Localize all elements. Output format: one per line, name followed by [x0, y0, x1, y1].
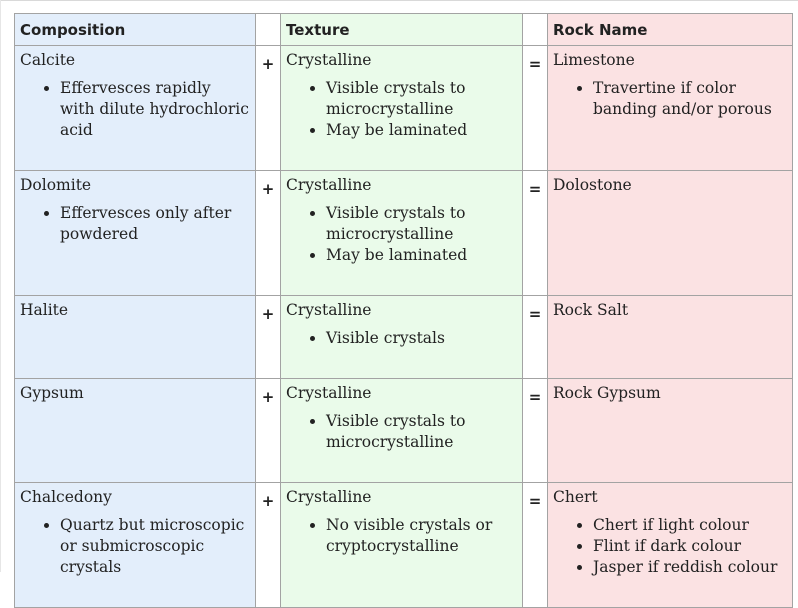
texture-notes: Visible crystals to microcrystalline May…: [286, 203, 517, 266]
table-row: Gypsum + Crystalline Visible crystals to…: [14, 378, 793, 483]
top-border: [0, 0, 798, 1]
texture-cell: Crystalline No visible crystals or crypt…: [280, 482, 523, 608]
composition-cell: Chalcedony Quartz but microscopic or sub…: [14, 482, 256, 608]
list-item: No visible crystals or cryptocrystalline: [326, 515, 517, 557]
list-item: Effervesces rapidly with dilute hydrochl…: [60, 78, 250, 141]
plus-operator: +: [255, 295, 281, 379]
rock-name-cell: Rock Gypsum: [547, 378, 793, 483]
list-item: Travertine if color banding and/or porou…: [593, 78, 787, 120]
operator-header-empty: [255, 13, 281, 46]
table-row: Halite + Crystalline Visible crystals = …: [14, 295, 793, 379]
list-item: Visible crystals to microcrystalline: [326, 78, 517, 120]
texture-name: Crystalline: [286, 51, 372, 69]
equals-operator: =: [522, 378, 548, 483]
list-item: Visible crystals to microcrystalline: [326, 203, 517, 245]
composition-name: Calcite: [20, 51, 76, 69]
texture-notes: Visible crystals to microcrystalline May…: [286, 78, 517, 141]
rock-name: Limestone: [553, 51, 635, 69]
rock-name-cell: Limestone Travertine if color banding an…: [547, 45, 793, 171]
list-item: Quartz but microscopic or submicroscopic…: [60, 515, 250, 578]
composition-name: Gypsum: [20, 384, 84, 402]
list-item: Visible crystals: [326, 328, 517, 349]
composition-name: Dolomite: [20, 176, 92, 194]
texture-header: Texture: [280, 13, 523, 46]
composition-cell: Gypsum: [14, 378, 256, 483]
texture-notes: Visible crystals to microcrystalline: [286, 411, 517, 453]
list-item: Effervesces only after powdered: [60, 203, 250, 245]
composition-cell: Dolomite Effervesces only after powdered: [14, 170, 256, 296]
list-item: Flint if dark colour: [593, 536, 787, 557]
composition-notes: Effervesces rapidly with dilute hydrochl…: [20, 78, 250, 141]
equals-operator: =: [522, 170, 548, 296]
texture-cell: Crystalline Visible crystals to microcry…: [280, 378, 523, 483]
rock-notes: Travertine if color banding and/or porou…: [553, 78, 787, 120]
equals-operator: =: [522, 482, 548, 608]
rock-notes: Chert if light colour Flint if dark colo…: [553, 515, 787, 578]
texture-cell: Crystalline Visible crystals: [280, 295, 523, 379]
plus-operator: +: [255, 45, 281, 171]
rock-name-cell: Chert Chert if light colour Flint if dar…: [547, 482, 793, 608]
table-row: Calcite Effervesces rapidly with dilute …: [14, 45, 793, 171]
composition-notes: Effervesces only after powdered: [20, 203, 250, 245]
texture-name: Crystalline: [286, 488, 372, 506]
texture-name: Crystalline: [286, 384, 372, 402]
plus-operator: +: [255, 482, 281, 608]
texture-notes: No visible crystals or cryptocrystalline: [286, 515, 517, 557]
rock-name-header: Rock Name: [547, 13, 793, 46]
operator-header-empty: [522, 13, 548, 46]
rock-classification-table: Composition Texture Rock Name Calcite Ef…: [14, 13, 793, 608]
composition-name: Chalcedony: [20, 488, 112, 506]
texture-name: Crystalline: [286, 301, 372, 319]
rock-name: Dolostone: [553, 176, 632, 194]
composition-notes: Quartz but microscopic or submicroscopic…: [20, 515, 250, 578]
rock-name: Rock Gypsum: [553, 384, 661, 402]
texture-name: Crystalline: [286, 176, 372, 194]
header-row: Composition Texture Rock Name: [14, 13, 793, 46]
table-row: Dolomite Effervesces only after powdered…: [14, 170, 793, 296]
rock-name: Chert: [553, 488, 598, 506]
left-border: [0, 0, 1, 572]
equals-operator: =: [522, 295, 548, 379]
list-item: Visible crystals to microcrystalline: [326, 411, 517, 453]
texture-notes: Visible crystals: [286, 328, 517, 349]
composition-name: Halite: [20, 301, 69, 319]
plus-operator: +: [255, 378, 281, 483]
plus-operator: +: [255, 170, 281, 296]
list-item: Chert if light colour: [593, 515, 787, 536]
list-item: Jasper if reddish colour: [593, 557, 787, 578]
table-row: Chalcedony Quartz but microscopic or sub…: [14, 482, 793, 608]
texture-cell: Crystalline Visible crystals to microcry…: [280, 170, 523, 296]
composition-cell: Calcite Effervesces rapidly with dilute …: [14, 45, 256, 171]
list-item: May be laminated: [326, 120, 517, 141]
equals-operator: =: [522, 45, 548, 171]
texture-cell: Crystalline Visible crystals to microcry…: [280, 45, 523, 171]
list-item: May be laminated: [326, 245, 517, 266]
rock-name-cell: Dolostone: [547, 170, 793, 296]
composition-cell: Halite: [14, 295, 256, 379]
composition-header: Composition: [14, 13, 256, 46]
rock-name: Rock Salt: [553, 301, 629, 319]
rock-name-cell: Rock Salt: [547, 295, 793, 379]
